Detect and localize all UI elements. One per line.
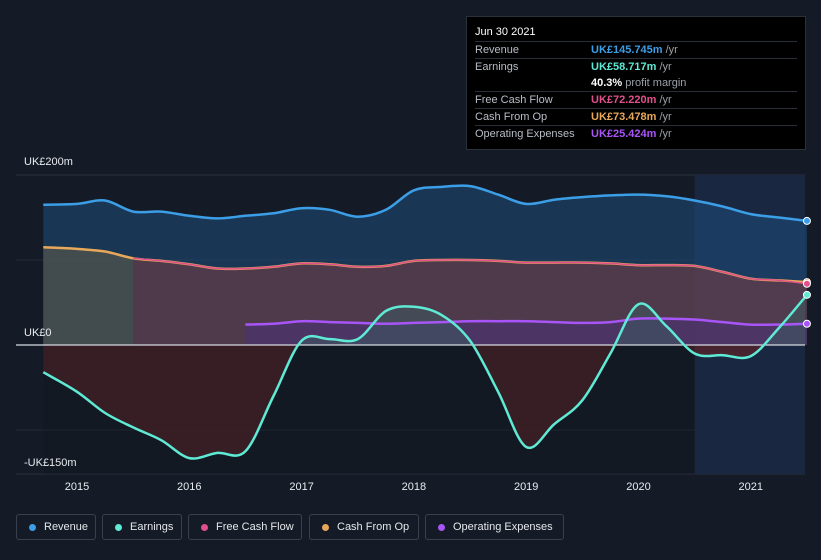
earnings-end-point (802, 290, 811, 299)
tooltip-value: UK£72.220m (591, 94, 657, 106)
legend-label: Free Cash Flow (216, 521, 294, 533)
legend-label: Revenue (44, 521, 89, 533)
tooltip-unit: /yr (659, 94, 672, 106)
tooltip-unit: /yr (659, 111, 672, 123)
tooltip-row-cfo: Cash From Op UK£73.478m /yr (475, 108, 797, 125)
x-axis-tick-label: 2020 (626, 481, 651, 493)
tooltip-value-wrap: UK£72.220m /yr (591, 94, 672, 106)
operating-expenses-dot-icon (438, 524, 445, 531)
y-axis-top-label: UK£200m (24, 156, 73, 168)
tooltip-value-wrap: UK£25.424m /yr (591, 128, 672, 140)
tooltip-value: UK£58.717m (591, 61, 657, 73)
tooltip-row-revenue: Revenue UK£145.745m /yr (475, 41, 797, 58)
profit-margin-value: 40.3% (591, 77, 623, 89)
tooltip-unit: /yr (659, 128, 672, 140)
tooltip-value: UK£25.424m (591, 128, 657, 140)
legend-label: Earnings (130, 521, 174, 533)
tooltip-label: Free Cash Flow (475, 94, 553, 106)
tooltip-label: Revenue (475, 44, 520, 56)
profit-margin-label: profit margin (625, 77, 687, 89)
x-axis-tick-label: 2021 (738, 481, 764, 493)
revenue-dot-icon (29, 524, 36, 531)
data-tooltip: Jun 30 2021 Revenue UK£145.745m /yr Earn… (466, 16, 806, 150)
tooltip-value: UK£145.745m (591, 44, 663, 56)
tooltip-unit: /yr (659, 61, 672, 73)
tooltip-row-margin: 40.3% profit margin (475, 75, 797, 91)
tooltip-row-opex: Operating Expenses UK£25.424m /yr (475, 125, 797, 142)
tooltip-date: Jun 30 2021 (475, 26, 536, 38)
cash-from-op-early-area (43, 247, 134, 345)
earnings-negative-area (43, 345, 805, 459)
x-axis-tick-label: 2016 (177, 481, 202, 493)
tooltip-label: Cash From Op (475, 111, 548, 123)
tooltip-row-fcf: Free Cash Flow UK£72.220m /yr (475, 91, 797, 108)
legend-label: Cash From Op (337, 521, 410, 533)
free-cash-flow-dot-icon (201, 524, 208, 531)
negative-zone-shade (43, 345, 695, 474)
legend-item-earnings[interactable]: Earnings (102, 514, 182, 540)
free-cash-flow-line (133, 257, 807, 285)
tooltip-label: Earnings (475, 61, 519, 73)
legend-item-revenue[interactable]: Revenue (16, 514, 96, 540)
revenue-end-point (802, 216, 811, 225)
revenue-line (43, 184, 808, 223)
x-axis-tick-label: 2015 (64, 481, 90, 493)
x-axis-tick-label: 2017 (289, 481, 314, 493)
earnings-dot-icon (115, 524, 122, 531)
free-cash-flow-end-point (802, 279, 811, 288)
earnings-positive-area (43, 297, 805, 345)
cash-from-op-dot-icon (322, 524, 329, 531)
tooltip-value-wrap: UK£73.478m /yr (591, 111, 672, 123)
tooltip-value: UK£73.478m (591, 111, 657, 123)
legend-item-free-cash-flow[interactable]: Free Cash Flow (188, 514, 302, 540)
y-axis-bottom-label: -UK£150m (24, 457, 77, 469)
tooltip-value-wrap: UK£145.745m /yr (591, 44, 678, 56)
tooltip-row-earnings: Earnings UK£58.717m /yr (475, 58, 797, 75)
x-axis-tick-label: 2018 (401, 481, 427, 493)
tooltip-value-wrap: UK£58.717m /yr (591, 61, 672, 73)
earnings-line (42, 294, 808, 460)
tooltip-value-wrap: 40.3% profit margin (591, 77, 686, 89)
legend-item-cash-from-op[interactable]: Cash From Op (309, 514, 419, 540)
operating-expenses-line (245, 317, 807, 327)
legend-label: Operating Expenses (453, 521, 553, 533)
tooltip-unit: /yr (665, 44, 678, 56)
y-axis-zero-label: UK£0 (24, 327, 52, 339)
legend-item-operating-expenses[interactable]: Operating Expenses (425, 514, 564, 540)
x-axis-tick-label: 2019 (513, 481, 539, 493)
tooltip-label: Operating Expenses (475, 128, 575, 140)
operating-expenses-end-point (802, 319, 811, 328)
